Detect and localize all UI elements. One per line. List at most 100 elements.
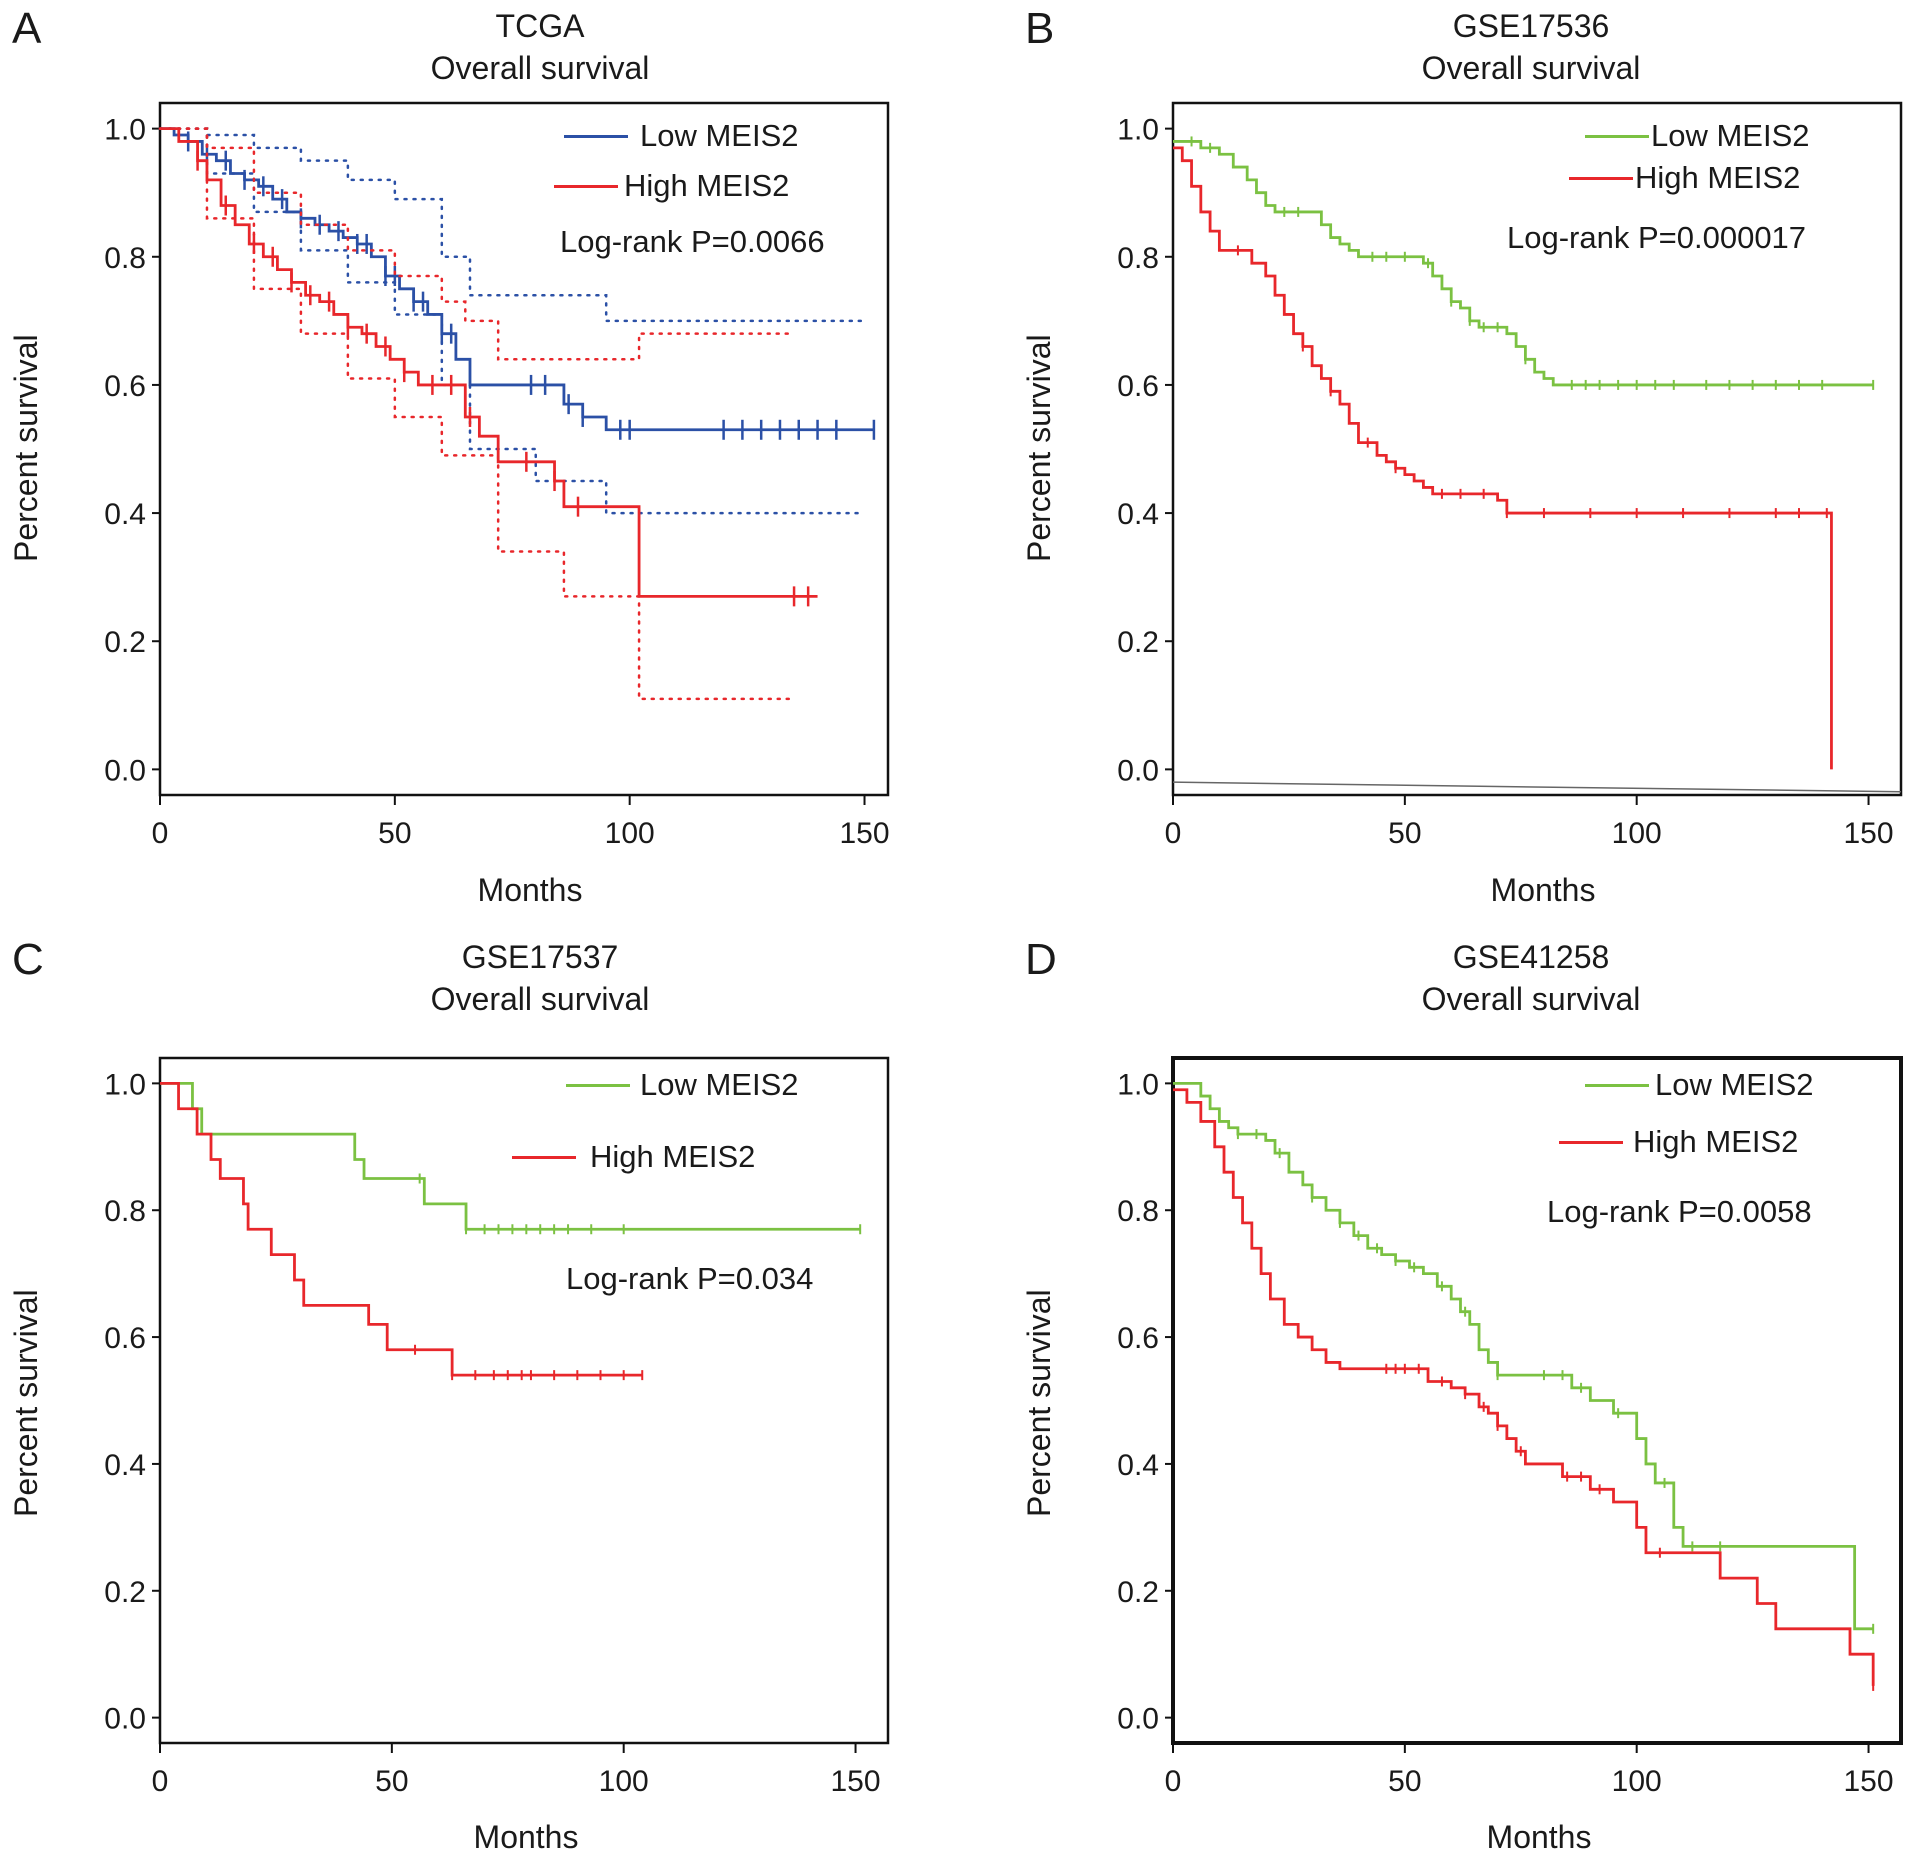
- survival-curve: [160, 1081, 643, 1377]
- plot-frame: [158, 1056, 890, 1745]
- y-tick-label: 0.8: [104, 1195, 146, 1228]
- series-high-meis2: [1173, 1088, 1875, 1691]
- x-axis-label: Months: [1490, 872, 1596, 908]
- plot-area: 0.0 0.2 0.4 0.6 0.8 1.0 0 50 100 150: [1117, 101, 1903, 850]
- plot-frame: [1171, 1056, 1903, 1745]
- x-tick-label: 100: [1612, 817, 1662, 850]
- panel-letter: B: [1025, 4, 1055, 53]
- x-tick-label: 50: [375, 1765, 408, 1798]
- series-low-meis2: [1173, 1081, 1875, 1634]
- x-tick-label: 150: [831, 1765, 881, 1798]
- y-tick-label: 0.8: [1117, 242, 1159, 275]
- legend-swatch: [1585, 1084, 1649, 1087]
- survival-curve: [160, 127, 874, 432]
- x-tick-label: 0: [152, 1765, 169, 1798]
- chart-subtitle: Overall survival: [1421, 50, 1641, 86]
- ci-lower-line: [158, 127, 796, 701]
- legend-label: High MEIS2: [590, 1139, 756, 1174]
- y-tick-label: 0.6: [1117, 370, 1159, 403]
- chart-subtitle: Overall survival: [1421, 981, 1641, 1017]
- x-tick-label: 0: [152, 817, 169, 850]
- legend-swatch: [1585, 135, 1649, 138]
- plot-area: 0.0 0.2 0.4 0.6 0.8 1.0 0 50 100 150: [1117, 1056, 1903, 1798]
- y-tick-label: 0.6: [1117, 1322, 1159, 1355]
- chart-title: GSE17537: [461, 939, 619, 975]
- series-high-meis2: [160, 1081, 644, 1381]
- survival-curve: [1173, 146, 1833, 770]
- survival-curve: [1173, 140, 1874, 387]
- survival-curve: [1173, 1088, 1875, 1686]
- legend-label: Low MEIS2: [1655, 1067, 1814, 1102]
- x-tick-label: 150: [839, 817, 889, 850]
- y-tick-label: 0.8: [104, 242, 146, 275]
- x-tick-label: 50: [1388, 817, 1421, 850]
- panel-a: A TCGA Overall survival 0.0 0.2 0.4 0.6 0.8 1…: [0, 0, 956, 931]
- y-tick-label: 0.0: [104, 754, 146, 787]
- x-axis-label: Months: [473, 1819, 579, 1855]
- y-axis-label: Percent survival: [1021, 1289, 1057, 1517]
- y-axis-label: Percent survival: [8, 334, 44, 562]
- x-axis-label: Months: [477, 872, 583, 908]
- y-tick-label: 1.0: [1117, 114, 1159, 147]
- legend-swatch: [564, 135, 628, 138]
- chart-title: GSE17536: [1452, 8, 1610, 44]
- y-tick-label: 0.4: [1117, 1449, 1159, 1482]
- chart-subtitle: Overall survival: [430, 981, 650, 1017]
- legend-swatch: [1559, 1141, 1623, 1144]
- y-tick-label: 0.2: [1117, 626, 1159, 659]
- p-value: Log-rank P=0.000017: [1507, 220, 1807, 255]
- legend-label: High MEIS2: [1633, 1124, 1799, 1159]
- y-tick-label: 1.0: [104, 1068, 146, 1101]
- chart-subtitle: Overall survival: [430, 50, 650, 86]
- series-low-meis2: [1173, 136, 1875, 390]
- ci-upper-line: [158, 127, 866, 323]
- survival-curve: [160, 127, 818, 598]
- legend-swatch: [566, 1084, 630, 1087]
- panel-letter: A: [12, 4, 42, 53]
- panel-b: B GSE17536 Overall survival 0.0 0.2 0.4 0.6…: [1013, 0, 1913, 931]
- legend-label: High MEIS2: [1635, 160, 1801, 195]
- panel-letter: C: [12, 935, 44, 984]
- p-value: Log-rank P=0.0066: [560, 224, 825, 259]
- x-axis-label: Months: [1486, 1819, 1592, 1855]
- chart-title: TCGA: [495, 8, 585, 44]
- x-tick-label: 50: [378, 817, 411, 850]
- panel-d: D GSE41258 Overall survival 0.0 0.2 0.4 0.6…: [1013, 931, 1913, 1862]
- y-axis-label: Percent survival: [1021, 334, 1057, 562]
- y-tick-label: 0.0: [1117, 754, 1159, 787]
- legend-label: Low MEIS2: [1651, 118, 1810, 153]
- y-axis-label: Percent survival: [8, 1289, 44, 1517]
- chart-title: GSE41258: [1452, 939, 1610, 975]
- y-tick-label: 1.0: [1117, 1068, 1159, 1101]
- y-tick-label: 0.0: [1117, 1703, 1159, 1736]
- x-tick-label: 100: [1612, 1765, 1662, 1798]
- x-tick-label: 0: [1165, 1765, 1182, 1798]
- plot-area: 0.0 0.2 0.4 0.6 0.8 1.0 0 50 100 150: [104, 101, 890, 850]
- x-tick-label: 0: [1165, 817, 1182, 850]
- y-tick-label: 1.0: [104, 114, 146, 147]
- legend-label: Low MEIS2: [640, 1067, 799, 1102]
- x-tick-label: 100: [599, 1765, 649, 1798]
- legend-swatch: [512, 1156, 576, 1159]
- plot-frame: [158, 101, 890, 797]
- y-tick-label: 0.2: [104, 626, 146, 659]
- plot-frame: [1171, 101, 1903, 797]
- x-tick-label: 50: [1388, 1765, 1421, 1798]
- p-value: Log-rank P=0.0058: [1547, 1194, 1812, 1229]
- series-high-meis2: [158, 127, 818, 701]
- x-tick-label: 150: [1844, 1765, 1894, 1798]
- y-tick-label: 0.4: [104, 1449, 146, 1482]
- y-tick-label: 0.2: [104, 1576, 146, 1609]
- x-tick-label: 100: [605, 817, 655, 850]
- panel-letter: D: [1025, 935, 1057, 984]
- x-tick-label: 150: [1844, 817, 1894, 850]
- legend-swatch: [1569, 177, 1633, 180]
- plot-area: 0.0 0.2 0.4 0.6 0.8 1.0 0 50 100 150: [104, 1056, 890, 1798]
- survival-curve: [1173, 1081, 1874, 1631]
- baseline-line: [1172, 781, 1902, 793]
- series-high-meis2: [1173, 146, 1833, 770]
- y-tick-label: 0.4: [1117, 498, 1159, 531]
- p-value: Log-rank P=0.034: [566, 1261, 814, 1296]
- y-tick-label: 0.4: [104, 498, 146, 531]
- panel-c: C GSE17537 Overall survival 0.0 0.2 0.4 0.6…: [0, 931, 956, 1862]
